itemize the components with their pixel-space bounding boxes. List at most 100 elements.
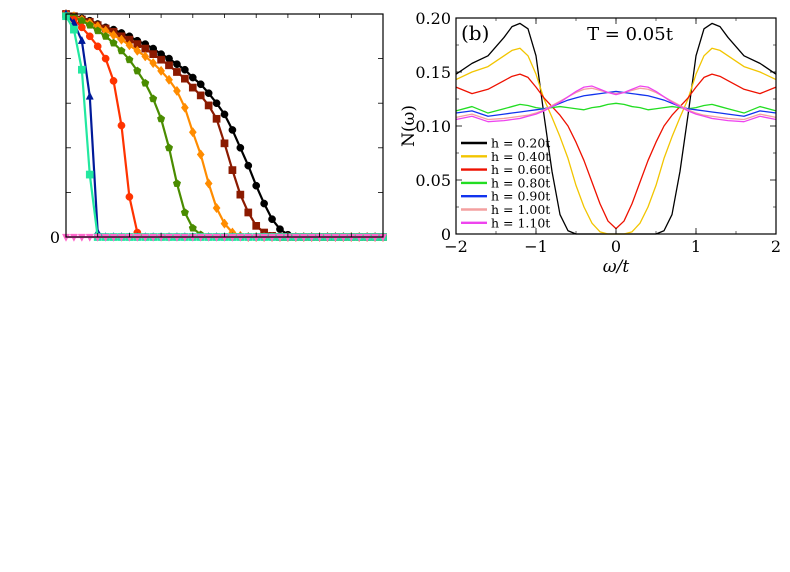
a-point-h-0-80t [117,46,126,55]
a-point-h-1-20t [165,233,174,242]
panel-a-frame [65,13,384,238]
b-legend-entry: h = 0.60t [461,162,550,177]
b-line-h-0-80t [455,102,777,114]
a-point-h-1-20t [141,233,150,242]
a-point-h-1-20t [204,233,213,242]
a-point-h-1-20t [331,233,340,242]
a-point-h-0-90t [93,42,102,51]
a-point-h-1-20t [371,233,380,242]
a-line-h-0-90t [65,13,383,239]
a-point-h-0-80t [85,20,94,29]
a-point-h-1-20t [172,233,181,242]
a-point-h-1-20t [109,233,118,242]
a-point-h-1-00t [77,35,86,44]
panel-b: 00.050.100.150.20 −2 −1 0 1 2 (b) T = 0.05t … [399,9,781,277]
a-point-h-1-00t [85,91,94,100]
a-point-h-1-20t [133,233,142,242]
a-point-h-1-20t [69,233,78,242]
a-point-h-0-20t [276,225,284,234]
a-point-h-0-20t [260,199,268,208]
a-point-h-0-20t [188,73,197,82]
a-point-h-1-20t [77,233,86,242]
a-line-h-0-40t [65,12,383,239]
a-point-h-1-20t [180,233,189,242]
a-point-h-1-20t [85,233,94,242]
a-point-h-0-20t [204,89,213,98]
a-point-h-0-60t [165,74,173,85]
a-point-h-0-60t [117,34,126,45]
a-point-h-0-60t [125,40,134,51]
b-ytick-label: 0.15 [415,63,451,82]
b-xtick-label: −1 [524,237,548,256]
a-point-h-0-60t [141,51,150,62]
b-legend-entry: h = 1.00t [461,202,550,217]
a-point-h-0-60t [157,65,166,76]
a-series-h-0-80t [61,9,388,241]
a-point-h-0-40t [244,208,253,217]
b-legend-label: h = 1.00t [491,202,550,217]
a-point-h-0-60t [173,85,181,97]
a-point-h-0-20t [165,54,173,63]
a-point-h-0-40t [157,55,165,64]
a-point-h-1-10t [78,65,86,74]
a-point-h-0-90t [85,32,94,41]
a-point-h-0-90t [125,193,134,201]
b-xtick-label: 2 [771,237,781,256]
a-point-h-1-20t [117,233,126,242]
a-line-h-0-20t [65,12,383,239]
a-point-h-1-20t [355,233,364,242]
panel-b-title: T = 0.05t [587,24,674,45]
a-point-h-0-20t [228,126,237,134]
a-point-h-0-20t [181,65,189,74]
a-point-h-0-80t [93,26,102,35]
b-legend-entry: h = 0.20t [461,136,550,151]
a-point-h-0-90t [78,23,86,32]
panel-b-ylabel: N(ω) [399,105,419,147]
b-line-h-0-90t [455,90,777,117]
a-point-h-1-20t [299,233,308,242]
b-line-h-1-00t [455,87,777,121]
a-point-h-0-40t [188,83,197,92]
panel-b-label: (b) [461,21,489,45]
b-legend-entry: h = 0.80t [461,175,550,190]
b-legend-entry: h = 0.90t [461,189,550,204]
b-legend-label: h = 0.20t [491,136,550,151]
b-xtick-label: 1 [691,237,701,256]
a-point-h-0-80t [164,143,174,152]
b-legend-label: h = 0.60t [491,162,550,177]
a-point-h-0-40t [212,114,221,123]
a-point-h-0-80t [149,94,158,103]
a-point-h-1-20t [228,233,237,242]
a-point-h-0-60t [212,202,221,214]
a-point-h-0-80t [157,114,166,123]
a-point-h-1-20t [244,233,253,242]
a-point-h-1-20t [268,233,277,242]
a-point-h-0-20t [244,161,253,170]
a-point-h-1-20t [323,233,332,242]
a-point-h-0-40t [236,190,245,199]
a-point-h-0-80t [180,208,189,216]
a-point-h-0-60t [149,57,158,69]
b-legend-label: h = 0.90t [491,189,550,204]
a-point-h-0-80t [125,55,134,64]
a-point-h-0-60t [204,178,213,189]
a-point-h-0-60t [188,127,197,138]
a-point-h-0-20t [196,80,205,89]
a-point-h-0-20t [220,110,229,119]
a-point-h-0-20t [212,99,221,108]
a-point-h-0-40t [149,50,158,58]
a-line-h-0-60t [65,12,383,239]
a-point-h-0-40t [196,91,205,100]
a-point-h-1-20t [291,233,300,242]
a-point-h-1-20t [339,233,348,242]
a-point-h-1-20t [196,233,205,242]
panel-a: 0 [50,8,388,247]
a-point-h-1-20t [275,233,284,242]
a-point-h-1-10t [85,170,94,179]
a-point-h-0-40t [252,222,261,230]
a-line-h-1-00t [65,13,383,239]
a-point-h-0-80t [109,38,118,47]
a-point-h-0-90t [117,121,126,130]
